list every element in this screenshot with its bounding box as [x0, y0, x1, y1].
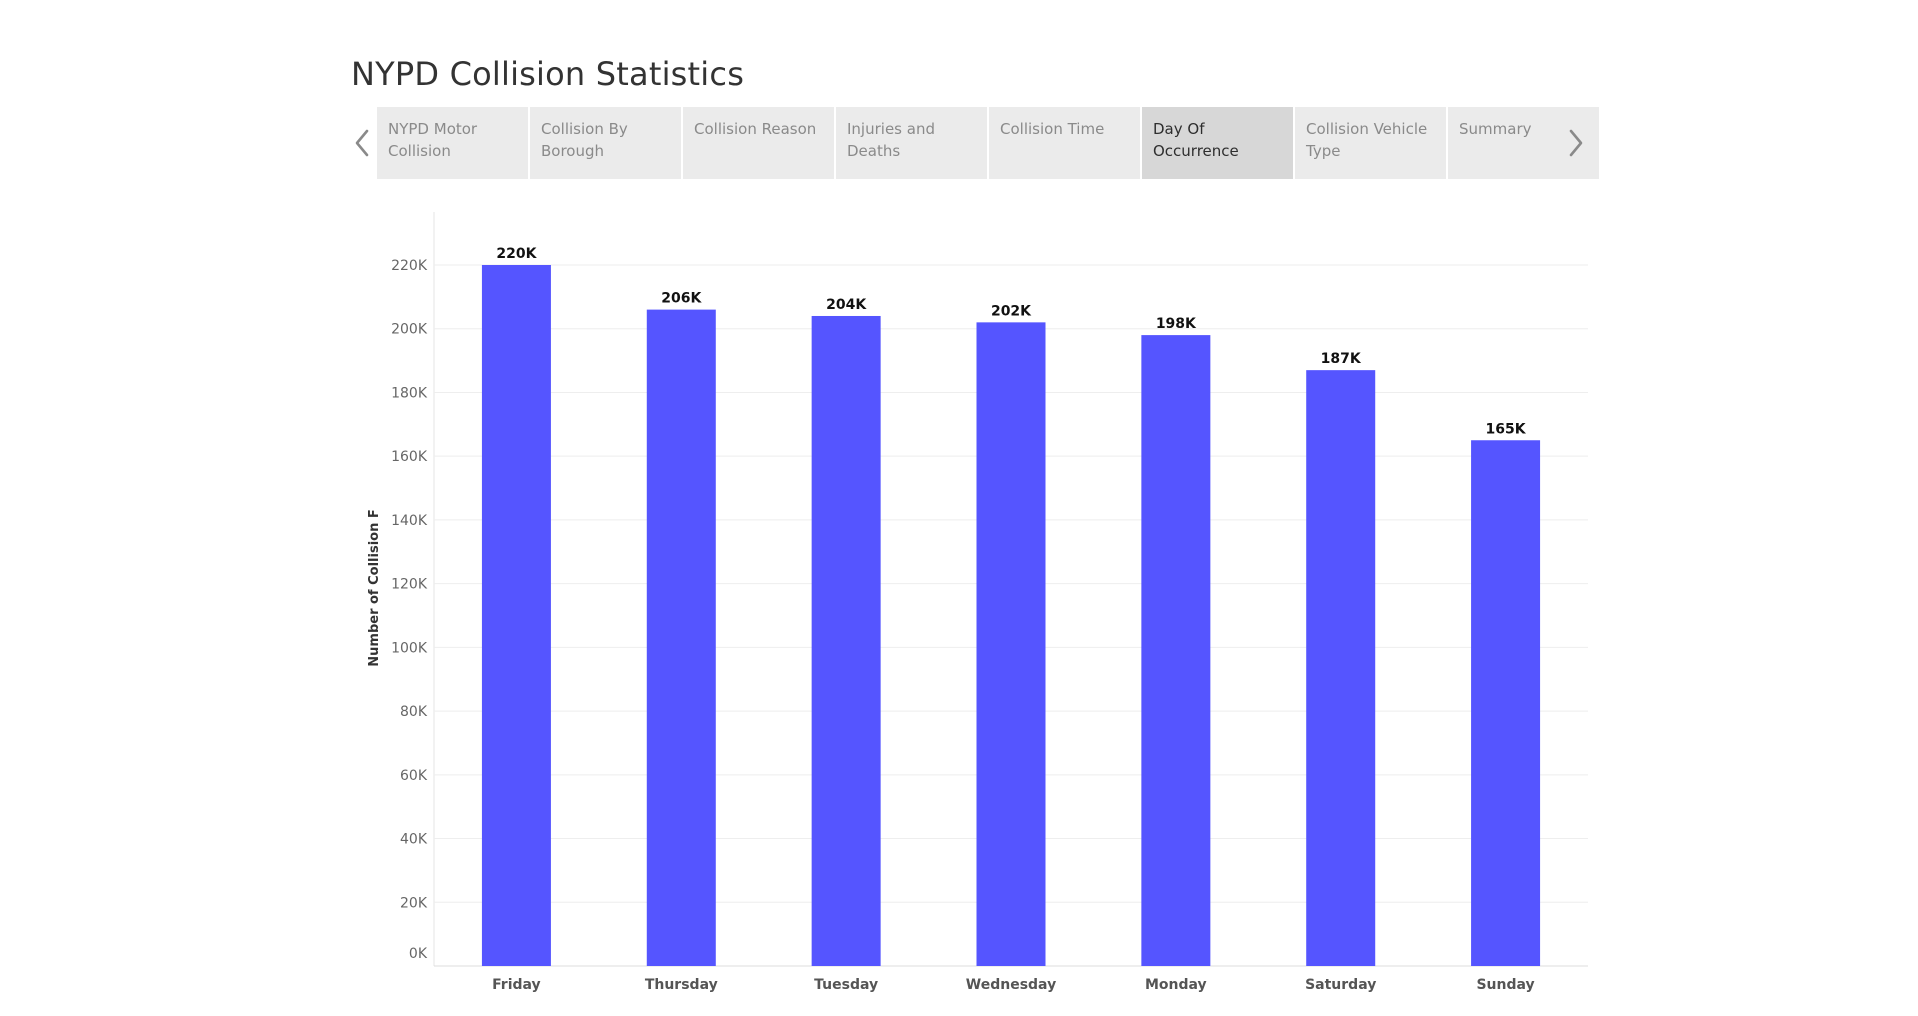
chevron-right-icon	[1569, 129, 1583, 157]
data-label: 198K	[1156, 316, 1197, 332]
x-tick-label: Friday	[492, 977, 541, 993]
bar	[1141, 335, 1211, 967]
data-label: 204K	[826, 297, 867, 313]
tab-collision-time[interactable]: Collision Time	[989, 107, 1140, 179]
story-tab-bar: NYPD Motor Collision Collision By Boroug…	[347, 107, 1599, 179]
y-tick-label: 160K	[391, 449, 428, 465]
x-tick-label: Sunday	[1476, 977, 1534, 993]
data-label: 202K	[991, 303, 1032, 319]
y-tick-label: 180K	[391, 385, 428, 401]
y-tick-label: 40K	[400, 832, 428, 848]
tab-label: NYPD Motor Collision	[388, 120, 478, 160]
data-label: 220K	[496, 246, 537, 262]
tab-collision-vehicle-type[interactable]: Collision Vehicle Type	[1295, 107, 1446, 179]
bar	[646, 309, 716, 966]
tab-label: Day Of Occurrence	[1153, 120, 1239, 160]
y-tick-label: 60K	[400, 768, 428, 784]
bar	[976, 322, 1046, 966]
tab-label: Collision By Borough	[541, 120, 628, 160]
tab-nypd-motor-collision[interactable]: NYPD Motor Collision	[377, 107, 528, 179]
tab-strip: NYPD Motor Collision Collision By Boroug…	[377, 107, 1599, 179]
y-tick-label: 0K	[409, 946, 428, 962]
data-label: 187K	[1321, 351, 1362, 367]
bar	[481, 265, 551, 966]
x-tick-label: Wednesday	[966, 977, 1056, 993]
chevron-left-icon	[355, 129, 369, 157]
tab-label: Collision Reason	[694, 120, 817, 138]
x-tick-label: Saturday	[1305, 977, 1376, 993]
tab-day-of-occurrence[interactable]: Day Of Occurrence	[1142, 107, 1293, 179]
tab-summary[interactable]: Summary	[1448, 107, 1599, 179]
tab-label: Collision Vehicle Type	[1306, 120, 1428, 160]
bar	[811, 315, 881, 966]
tab-label: Injuries and Deaths	[847, 120, 935, 160]
y-tick-label: 80K	[400, 704, 428, 720]
x-tick-label: Thursday	[645, 977, 718, 993]
tab-label: Collision Time	[1000, 120, 1105, 138]
y-tick-label: 140K	[391, 513, 428, 529]
tab-collision-by-borough[interactable]: Collision By Borough	[530, 107, 681, 179]
x-tick-label: Tuesday	[814, 977, 878, 993]
data-label: 206K	[661, 291, 702, 307]
y-tick-label: 20K	[400, 895, 428, 911]
y-tick-label: 220K	[391, 258, 428, 274]
previous-tab-button[interactable]	[347, 107, 377, 179]
x-tick-label: Monday	[1145, 977, 1207, 993]
y-axis-title: Number of Collision F	[367, 509, 382, 666]
y-tick-label: 200K	[391, 322, 428, 338]
tab-label: Summary	[1459, 120, 1532, 138]
y-tick-label: 100K	[391, 640, 428, 656]
y-tick-label: 120K	[391, 577, 428, 593]
tab-injuries-and-deaths[interactable]: Injuries and Deaths	[836, 107, 987, 179]
next-tab-button[interactable]	[1561, 107, 1591, 179]
bar	[1471, 440, 1541, 966]
bar	[1306, 370, 1376, 966]
page-title: NYPD Collision Statistics	[351, 55, 745, 93]
tab-collision-reason[interactable]: Collision Reason	[683, 107, 834, 179]
data-label: 165K	[1486, 421, 1527, 437]
